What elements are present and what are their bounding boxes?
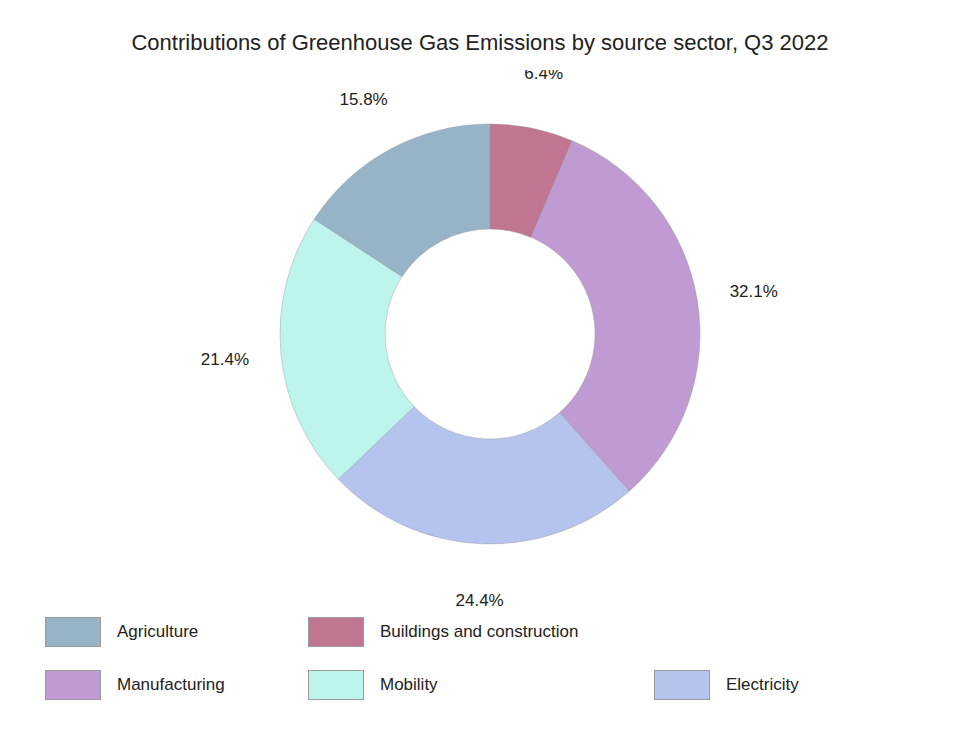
html-text:Mobility: Mobility: [380, 675, 438, 694]
html-text:Buildings and construction: Buildings and construction: [380, 622, 579, 641]
html-text:Manufacturing: Manufacturing: [117, 675, 225, 694]
html-text:Contributions of Greenhouse Ga: Contributions of Greenhouse Gas Emission…: [131, 30, 829, 55]
html-text:Electricity: Electricity: [726, 675, 799, 694]
html-text:Agriculture: Agriculture: [117, 622, 199, 641]
svg-text:15.8%: 15.8%: [340, 90, 388, 109]
svg-text:21.4%: 21.4%: [201, 350, 249, 369]
svg-text:24.4%: 24.4%: [456, 591, 504, 610]
svg-text:6.4%: 6.4%: [524, 70, 563, 83]
svg-text:32.1%: 32.1%: [730, 282, 778, 301]
